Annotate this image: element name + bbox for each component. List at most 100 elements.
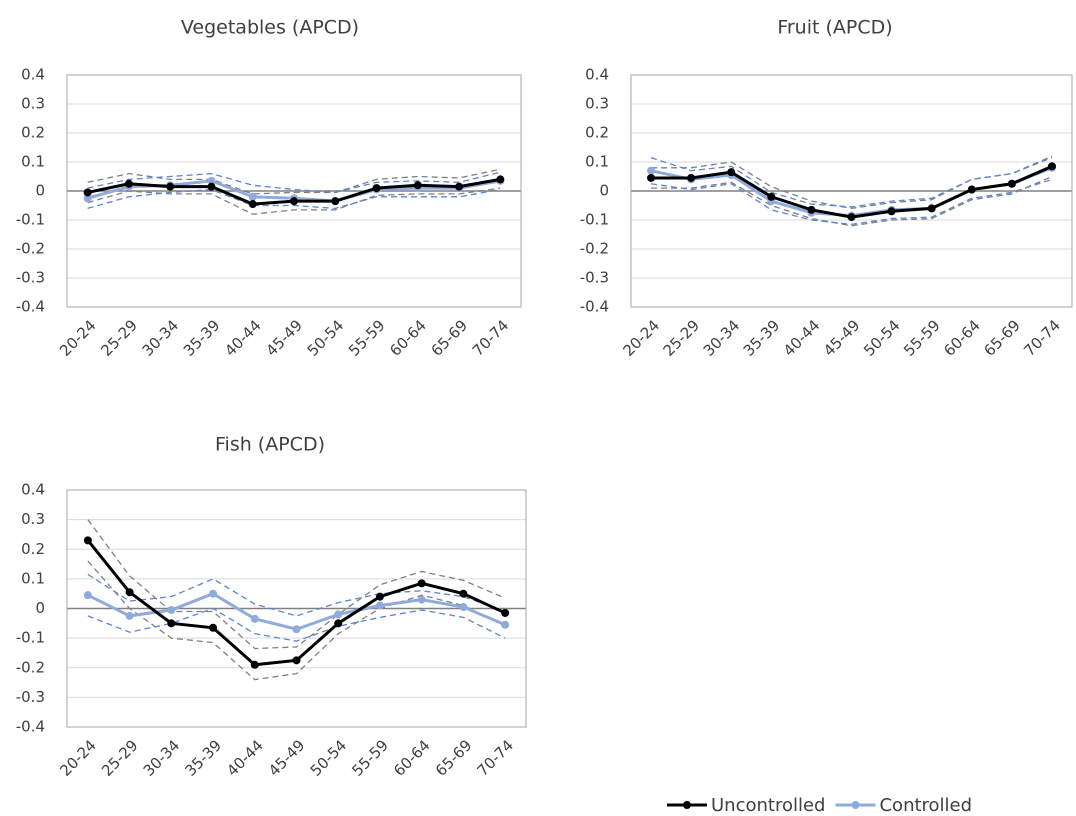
- data-point: [647, 173, 656, 182]
- plot-border: [630, 74, 1073, 308]
- chart-title: Fruit (APCD): [777, 17, 892, 39]
- x-tick-label: 55-59: [345, 316, 389, 360]
- y-tick-label: -0.3: [580, 269, 609, 287]
- data-point: [167, 605, 176, 614]
- y-tick-label: -0.1: [16, 629, 45, 647]
- ci-upper-line: [87, 519, 506, 650]
- y-tick-label: 0.2: [21, 540, 45, 558]
- data-point: [292, 656, 301, 665]
- x-tick-label: 70-74: [469, 316, 513, 360]
- x-tick-label: 20-24: [56, 316, 100, 360]
- ci-upper-line: [87, 168, 501, 195]
- x-tick-label: 65-69: [980, 316, 1024, 360]
- data-point: [459, 603, 468, 612]
- data-point: [927, 204, 936, 213]
- data-point: [847, 213, 856, 222]
- legend-label: Controlled: [879, 795, 972, 816]
- data-point: [290, 197, 298, 206]
- x-tick-label: 25-29: [660, 316, 704, 360]
- y-tick-label: -0.2: [16, 658, 45, 676]
- data-point: [727, 168, 736, 177]
- x-tick-label: 70-74: [1020, 316, 1064, 360]
- data-point: [209, 623, 218, 632]
- y-tick-label: 0.3: [21, 95, 45, 113]
- data-point: [417, 595, 426, 604]
- x-tick-label: 20-24: [620, 316, 664, 360]
- y-tick-label: 0.1: [21, 153, 45, 171]
- y-tick-label: 0: [35, 182, 45, 200]
- legend-marker: [851, 801, 860, 809]
- data-point: [167, 619, 176, 628]
- ci-lower-line: [87, 607, 506, 642]
- data-point: [647, 166, 656, 175]
- data-point: [1047, 162, 1056, 171]
- data-point: [334, 610, 343, 619]
- data-point: [292, 625, 301, 634]
- x-tick-label: 65-69: [428, 316, 472, 360]
- data-point: [417, 579, 426, 588]
- y-tick-label: 0.1: [585, 153, 609, 171]
- data-point: [455, 182, 464, 191]
- x-tick-label: 55-59: [900, 316, 944, 360]
- x-tick-label: 45-49: [820, 316, 864, 360]
- y-tick-label: 0.1: [21, 569, 45, 587]
- y-tick-label: 0: [35, 599, 45, 617]
- y-tick-label: -0.4: [16, 298, 45, 316]
- data-point: [501, 620, 510, 629]
- y-tick-label: -0.4: [16, 718, 45, 736]
- y-tick-label: -0.1: [16, 211, 45, 229]
- x-tick-label: 35-39: [180, 316, 224, 360]
- data-point: [124, 179, 133, 188]
- data-point: [83, 194, 92, 203]
- plot-border: [66, 489, 527, 728]
- data-point: [250, 660, 259, 669]
- ci-lower-line: [650, 178, 1053, 226]
- x-tick-label: 40-44: [221, 316, 265, 360]
- y-tick-label: -0.1: [580, 211, 609, 229]
- x-tick-label: 70-74: [474, 736, 518, 780]
- x-tick-label: 25-29: [98, 736, 142, 780]
- chart-title: Vegetables (APCD): [181, 17, 359, 39]
- x-tick-label: 20-24: [56, 736, 100, 780]
- y-tick-label: -0.3: [16, 688, 45, 706]
- x-tick-label: 55-59: [348, 736, 392, 780]
- legend-marker: [683, 801, 691, 809]
- chart-title: Fish (APCD): [215, 434, 325, 456]
- ci-upper-line: [651, 155, 1053, 210]
- data-point: [334, 619, 343, 628]
- data-point: [207, 176, 216, 185]
- x-tick-label: 40-44: [780, 316, 824, 360]
- y-tick-label: -0.2: [580, 240, 609, 258]
- x-tick-label: 45-49: [265, 736, 309, 780]
- y-tick-label: 0.4: [585, 66, 609, 84]
- data-point: [207, 182, 216, 191]
- x-tick-label: 60-64: [390, 736, 434, 780]
- x-tick-label: 45-49: [262, 316, 306, 360]
- data-point: [807, 205, 816, 214]
- data-point: [375, 592, 384, 601]
- data-point: [1007, 179, 1016, 188]
- y-tick-label: 0.3: [21, 510, 45, 528]
- y-tick-label: -0.2: [16, 240, 45, 258]
- y-tick-label: 0.2: [21, 124, 45, 142]
- x-tick-label: 60-64: [386, 316, 430, 360]
- data-point: [83, 536, 92, 545]
- data-point: [83, 591, 92, 600]
- y-tick-label: -0.3: [16, 269, 45, 287]
- ci-lower-line: [87, 187, 501, 215]
- data-point: [372, 184, 381, 193]
- data-point: [375, 601, 384, 610]
- x-tick-label: 30-34: [140, 736, 184, 780]
- data-point: [125, 611, 134, 620]
- y-tick-label: -0.4: [580, 298, 609, 316]
- x-tick-label: 65-69: [432, 736, 476, 780]
- y-tick-label: 0.4: [21, 66, 45, 84]
- ci-lower-line: [87, 560, 506, 681]
- y-tick-label: 0.2: [585, 124, 609, 142]
- data-point: [459, 589, 468, 598]
- x-tick-label: 30-34: [700, 316, 744, 360]
- x-tick-label: 25-29: [97, 316, 141, 360]
- plot-border: [66, 74, 522, 308]
- y-tick-label: 0.4: [21, 481, 45, 499]
